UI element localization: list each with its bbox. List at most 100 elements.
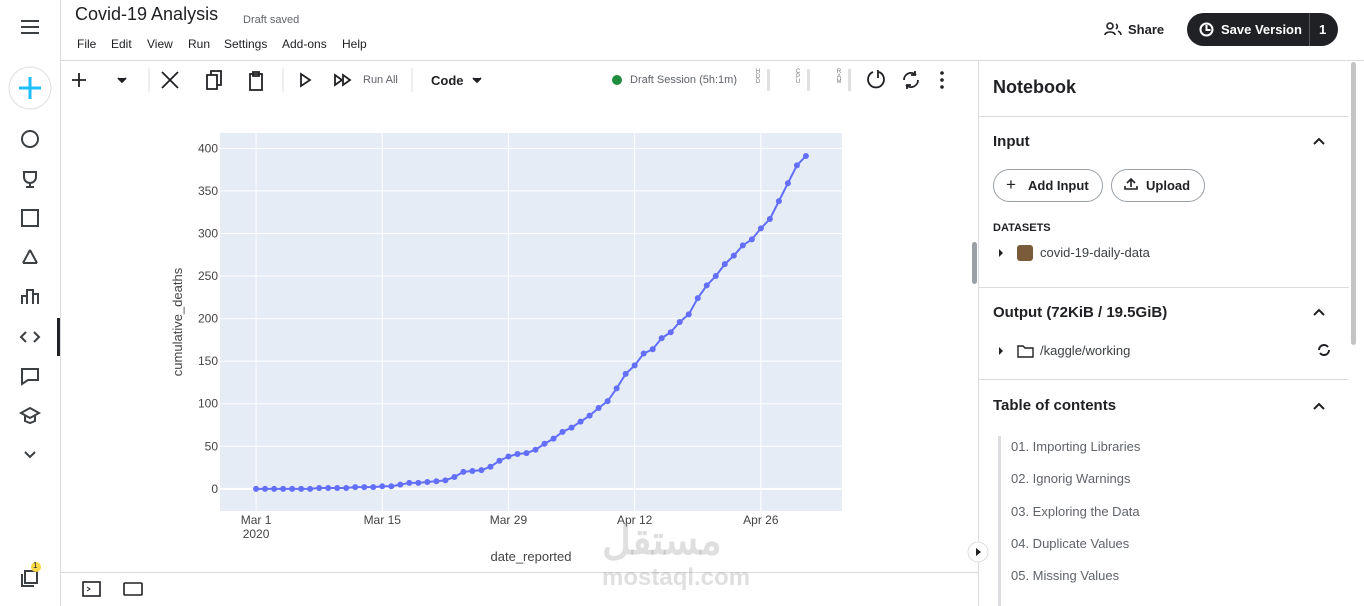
button-divider	[1309, 13, 1310, 46]
table-icon[interactable]	[21, 209, 39, 227]
menu-item[interactable]: View	[147, 37, 173, 51]
power[interactable]	[867, 70, 885, 89]
marker	[649, 346, 656, 353]
meter-label: HDD	[755, 69, 761, 84]
x-tick-label: Apr 12	[616, 513, 653, 527]
marker	[415, 479, 422, 486]
scroll-thumb[interactable]	[972, 242, 977, 284]
add-input-button[interactable]	[993, 169, 1103, 202]
menu-item[interactable]: Run	[188, 37, 211, 51]
marker	[253, 485, 260, 492]
input-title[interactable]: Input	[993, 133, 1030, 150]
create-plus	[19, 77, 41, 99]
trophy-icon[interactable]	[23, 171, 37, 188]
cell-type-caret[interactable]	[472, 77, 482, 84]
cut[interactable]	[161, 71, 179, 89]
toc-item[interactable]: 03. Exploring the Data	[1011, 503, 1140, 519]
version-count[interactable]: 1	[1319, 22, 1327, 37]
toc-item[interactable]: 02. Ignorig Warnings	[1011, 471, 1131, 487]
marker	[271, 485, 278, 492]
chart-icon[interactable]	[21, 289, 39, 304]
marker	[379, 483, 386, 490]
meter-bar	[848, 69, 851, 91]
y-tick-label: 0	[211, 482, 218, 496]
models-icon[interactable]	[22, 249, 38, 264]
upload-icon	[1124, 177, 1138, 190]
notebook-title[interactable]: Covid-19 Analysis	[75, 4, 219, 24]
marker	[451, 473, 458, 480]
toc-rail	[998, 436, 1001, 606]
y-tick-label: 150	[198, 354, 218, 368]
menu-item[interactable]: Edit	[111, 37, 132, 51]
run-cell[interactable]	[300, 72, 312, 88]
upload-button[interactable]	[1111, 169, 1205, 202]
active-indicator	[57, 318, 60, 356]
session-status[interactable]: Draft Session (5h:1m)	[630, 74, 737, 86]
marker	[487, 463, 494, 470]
toc-title[interactable]: Table of contents	[993, 397, 1117, 414]
marker	[784, 180, 791, 187]
toc-item[interactable]: 05. Missing Values	[1011, 568, 1120, 584]
dataset-icons	[999, 245, 1033, 261]
menu-item[interactable]: Add-ons	[282, 37, 327, 51]
learn-icon[interactable]	[18, 406, 42, 425]
watermark-latin: mostaql.com	[602, 564, 751, 591]
x-tick-label: Mar 15	[363, 513, 401, 527]
save-version-label: Save Version	[1221, 22, 1302, 37]
marker	[658, 335, 665, 342]
add-dropdown[interactable]	[117, 77, 127, 84]
y-tick-label: 50	[205, 439, 219, 453]
marker	[694, 295, 701, 302]
menu-item[interactable]: File	[77, 37, 97, 51]
marker	[775, 198, 782, 205]
marker	[505, 453, 512, 460]
save-status: Draft saved	[243, 14, 300, 26]
caret[interactable]	[1313, 402, 1325, 410]
menu-icon[interactable]	[21, 20, 39, 34]
run-all-icon[interactable]	[334, 73, 352, 87]
caret[interactable]	[1313, 137, 1325, 145]
y-tick-label: 350	[198, 184, 218, 198]
refresh-output[interactable]	[1316, 342, 1332, 358]
toc-item[interactable]: 01. Importing Libraries	[1011, 439, 1141, 454]
output-folder[interactable]: /kaggle/working	[1040, 343, 1131, 358]
rail-border	[60, 0, 61, 606]
caret[interactable]	[1313, 308, 1325, 316]
dataset-item[interactable]: covid-19-daily-data	[1040, 245, 1150, 260]
menu-item[interactable]: Settings	[224, 37, 268, 51]
panel-toggle[interactable]	[966, 540, 990, 564]
more-menu[interactable]	[940, 71, 944, 89]
console-icon[interactable]	[82, 581, 101, 597]
output-title[interactable]: Output (72KiB / 19.5GiB)	[993, 304, 1168, 321]
marker	[370, 484, 377, 491]
run-all[interactable]: Run All	[363, 74, 398, 86]
y-tick-label: 200	[198, 312, 218, 326]
marker	[712, 273, 719, 280]
marker	[478, 467, 485, 474]
left-rail	[8, 20, 60, 587]
restart[interactable]	[903, 71, 919, 89]
notifications-icon[interactable]	[21, 570, 38, 587]
share-button[interactable]: Share	[1128, 22, 1165, 37]
copy[interactable]	[206, 70, 222, 90]
marker	[532, 446, 539, 453]
marker	[802, 152, 809, 159]
divider	[979, 116, 1349, 117]
add-cell[interactable]	[72, 73, 86, 87]
menu-item[interactable]: Help	[342, 37, 367, 51]
panel-scrollbar[interactable]	[1351, 62, 1356, 345]
code-icon[interactable]	[19, 331, 41, 343]
rail-icons	[18, 20, 42, 587]
toc-item[interactable]: 04. Duplicate Values	[1011, 535, 1130, 551]
badge-count: 1	[33, 561, 38, 570]
cell-type[interactable]: Code	[431, 73, 464, 88]
comments-icon[interactable]	[21, 368, 39, 386]
marker	[514, 450, 521, 457]
marker	[667, 329, 674, 336]
more-icon[interactable]	[24, 451, 36, 459]
compass-icon[interactable]	[21, 130, 39, 148]
paste[interactable]	[249, 71, 263, 91]
marker	[550, 435, 557, 442]
marker	[388, 483, 395, 490]
keyboard-icon[interactable]	[123, 582, 143, 596]
